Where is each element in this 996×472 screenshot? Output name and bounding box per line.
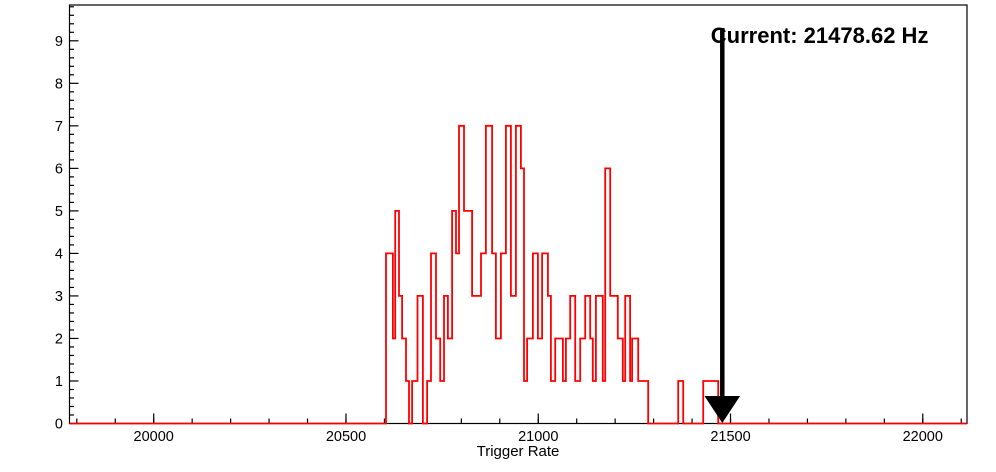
y-tick-label-0: 0 [55, 417, 63, 433]
y-tick-label-1: 1 [55, 374, 63, 390]
x-tick-label-21500: 21500 [710, 429, 750, 445]
y-tick-label-8: 8 [55, 76, 63, 92]
y-tick-label-3: 3 [55, 289, 63, 305]
y-tick-label-2: 2 [55, 331, 63, 347]
y-tick-label-5: 5 [55, 204, 63, 220]
y-tick-label-7: 7 [55, 119, 63, 135]
current-value-arrow [704, 28, 741, 423]
current-rate-label: Current: 21478.62 Hz [711, 23, 929, 48]
x-tick-label-20000: 20000 [134, 429, 174, 445]
y-tick-label-4: 4 [55, 246, 63, 262]
y-tick-label-6: 6 [55, 161, 63, 177]
y-tick-label-9: 9 [55, 34, 63, 50]
x-tick-label-22000: 22000 [903, 429, 943, 445]
histogram-series [69, 124, 967, 425]
x-axis-label: Trigger Rate [477, 443, 560, 460]
plot-frame [68, 4, 968, 425]
axis-tick-labels: 20000 20500 21000 21500 22000 0 1 2 3 4 5 6 7 8 9 [55, 34, 943, 445]
arrow-head-icon [704, 396, 741, 423]
x-tick-label-21000: 21000 [518, 429, 558, 445]
x-tick-label-20500: 20500 [326, 429, 366, 445]
